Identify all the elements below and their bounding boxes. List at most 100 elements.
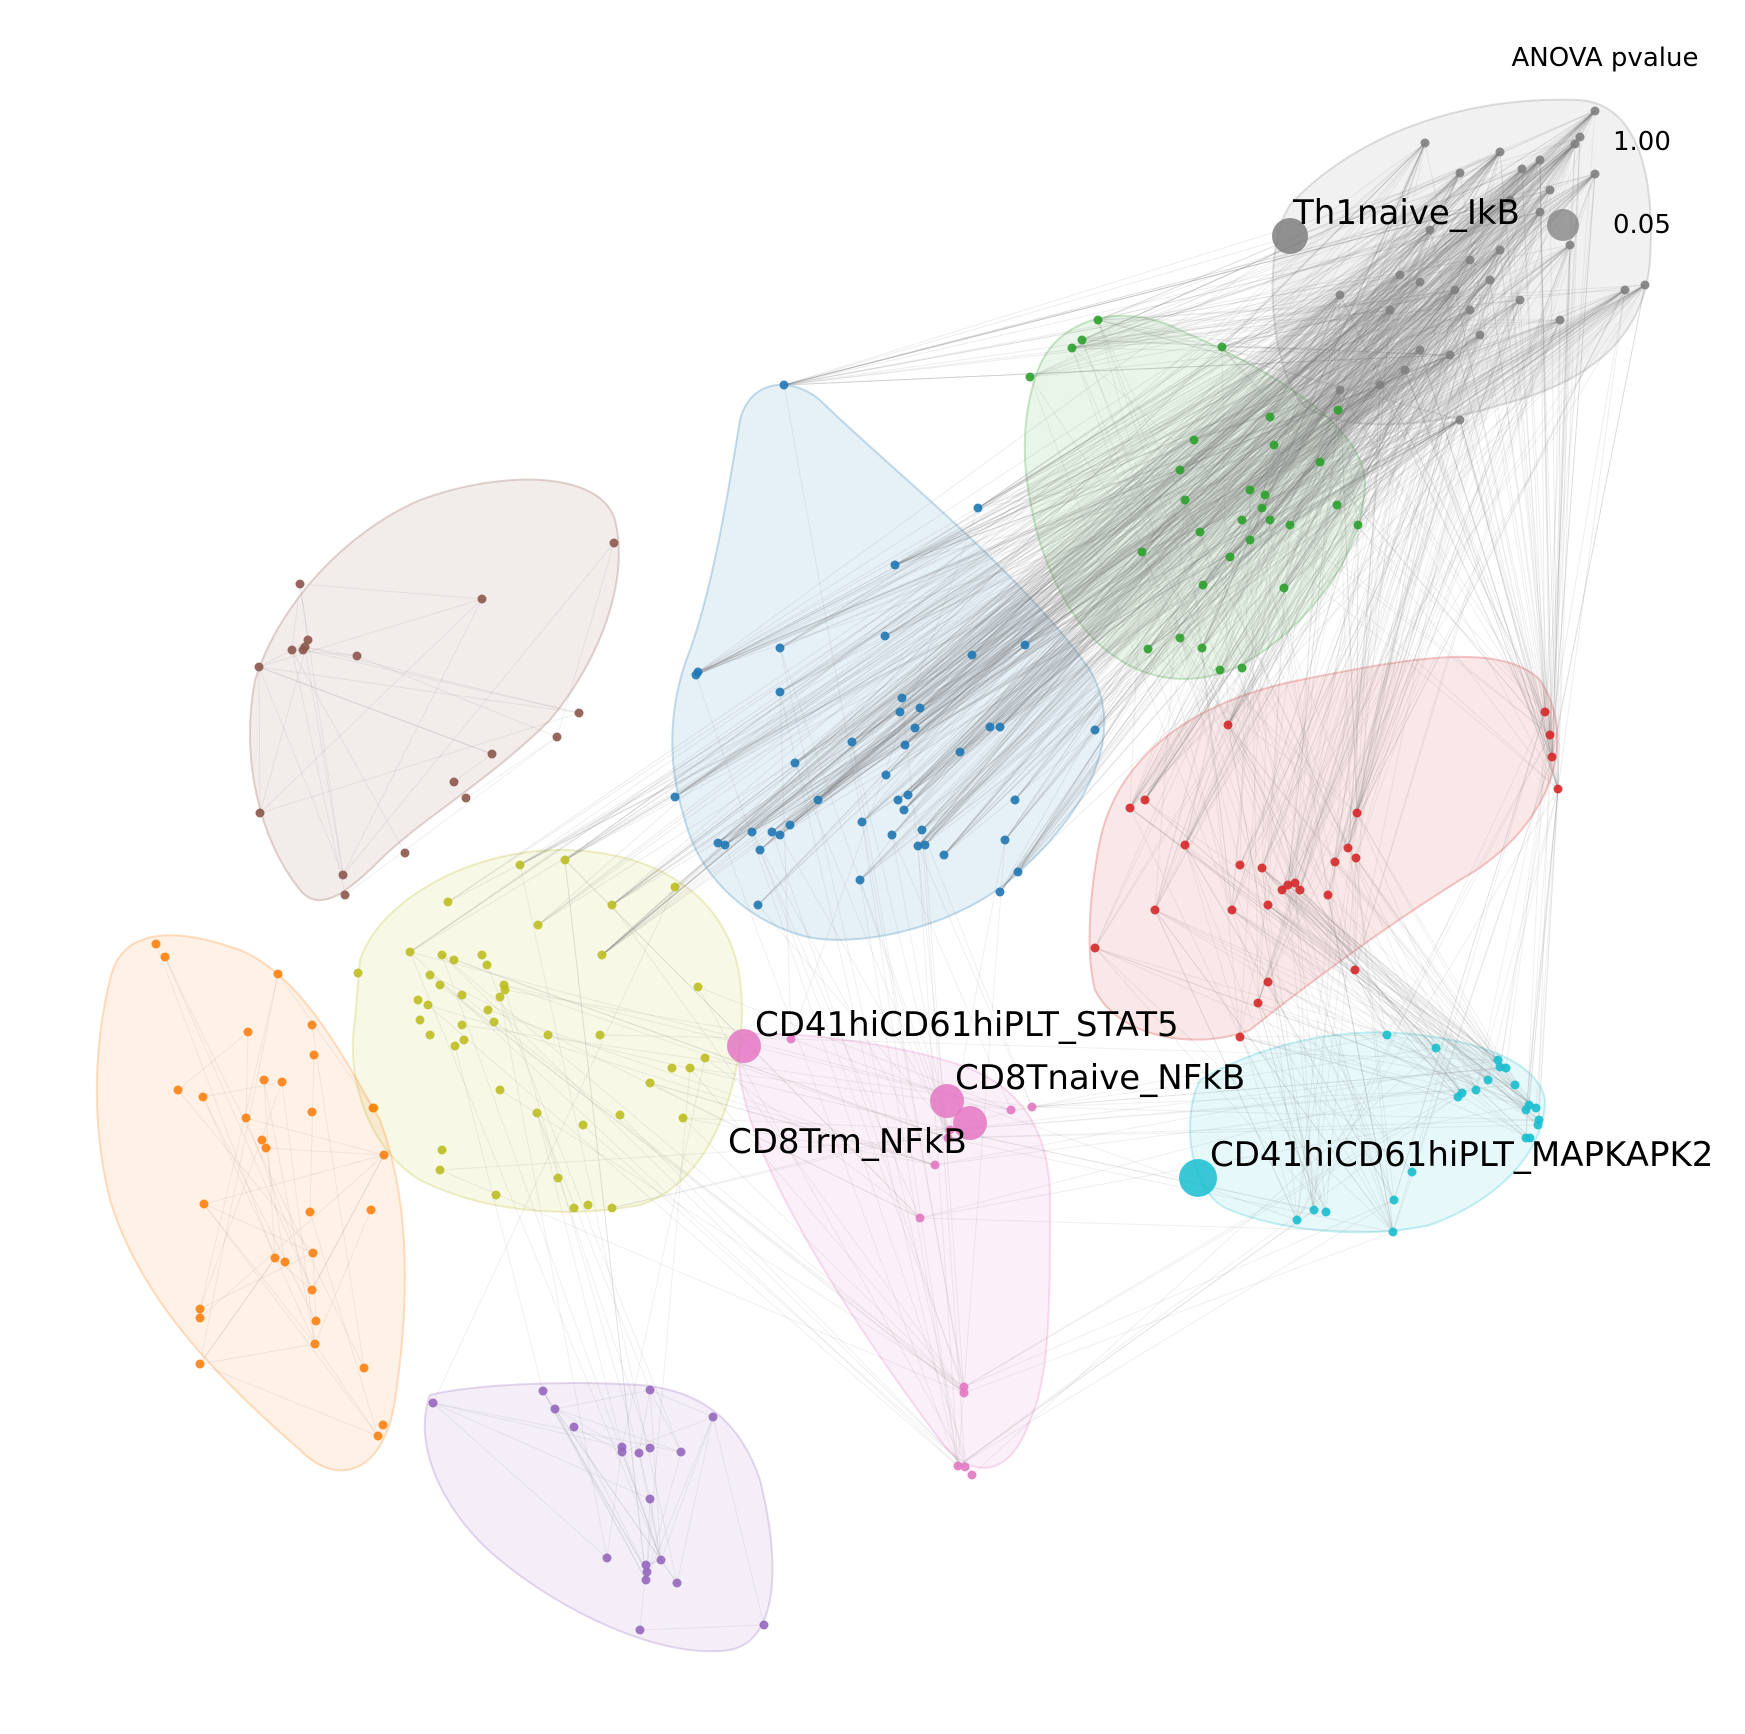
edge: [1229, 159, 1541, 558]
node-orange: [195, 1304, 205, 1314]
edge: [453, 959, 949, 1139]
edge: [1014, 309, 1391, 801]
edge: [1154, 667, 1243, 911]
edge: [949, 1129, 1315, 1211]
edge: [1459, 419, 1559, 790]
edge: [1144, 799, 1527, 1139]
edge: [1154, 289, 1456, 911]
edge: [199, 1363, 379, 1437]
edge: [258, 666, 493, 755]
edge: [1469, 259, 1553, 758]
edge: [695, 289, 1456, 676]
edge: [891, 284, 1646, 836]
edge: [1184, 844, 1395, 1201]
node-label: CD41hiCD61hiPLT_STAT5: [755, 1005, 1179, 1045]
edge: [861, 319, 1561, 823]
edge: [1144, 249, 1501, 801]
edge: [619, 1114, 966, 1468]
edge: [717, 136, 1581, 844]
edge: [779, 159, 1541, 836]
node-red: [1223, 720, 1233, 730]
edge: [1201, 110, 1596, 649]
node-cyan: [1309, 1205, 1319, 1215]
edge: [1201, 294, 1341, 649]
node-purple: [641, 1560, 651, 1570]
node-blue: [985, 722, 995, 732]
edge: [1024, 244, 1571, 646]
edge: [1147, 648, 1358, 814]
edge: [1294, 299, 1521, 884]
edge: [1327, 894, 1394, 1233]
edge: [1294, 882, 1489, 1081]
node-green: [1237, 663, 1247, 673]
edge: [1014, 211, 1541, 801]
edge: [1229, 556, 1356, 971]
edge: [1199, 309, 1471, 533]
edge: [1201, 289, 1456, 649]
edge: [1264, 199, 1511, 496]
edge: [1261, 867, 1516, 1086]
edge: [1269, 289, 1456, 521]
edge: [999, 199, 1511, 893]
edge: [1129, 807, 1540, 1121]
edge: [971, 1047, 1437, 1476]
node-gray: [1535, 207, 1545, 217]
edge: [1229, 349, 1421, 558]
edge: [1337, 274, 1401, 411]
edge: [1551, 136, 1581, 758]
edge: [921, 309, 1391, 831]
edge: [943, 159, 1541, 856]
node-olive: [500, 985, 510, 995]
edge: [621, 1446, 662, 1561]
edge: [999, 281, 1421, 728]
edge: [1257, 354, 1451, 1004]
edge: [1202, 168, 1523, 586]
edge: [1239, 864, 1531, 1139]
edge: [989, 334, 1481, 728]
edge: [582, 1124, 966, 1468]
edge: [1287, 369, 1406, 886]
edge: [1281, 889, 1395, 1201]
edge: [1239, 1036, 1459, 1098]
edge: [1339, 389, 1559, 790]
edge: [573, 1426, 623, 1453]
edge: [409, 951, 662, 1561]
edge: [949, 1066, 1501, 1131]
edge: [519, 289, 1456, 866]
edge: [432, 1402, 608, 1559]
node-orange: [259, 1075, 269, 1085]
edge: [1141, 294, 1341, 553]
edge: [851, 173, 1596, 743]
node-blue: [939, 850, 949, 860]
edge: [1221, 346, 1546, 713]
edge: [1231, 909, 1489, 1081]
node-olive: [578, 1120, 588, 1130]
node-gray: [1575, 132, 1585, 142]
edge: [1281, 284, 1646, 891]
node-red: [1235, 1032, 1245, 1042]
edge: [1356, 524, 1359, 814]
node-olive: [560, 855, 570, 865]
edge: [621, 1057, 706, 1448]
edge: [891, 229, 1431, 836]
edge: [1227, 309, 1391, 726]
legend-marker-small: [1547, 209, 1579, 241]
edge: [904, 289, 1626, 746]
edge: [1071, 347, 1296, 884]
edge: [263, 1079, 316, 1345]
edge: [649, 1389, 662, 1561]
node-red: [1323, 890, 1333, 900]
edge: [1227, 284, 1646, 726]
edge: [1339, 294, 1546, 713]
edge: [649, 1082, 921, 1219]
edge: [901, 334, 1481, 699]
node-blue: [893, 795, 903, 805]
node-blue: [767, 827, 777, 837]
hull-brown: [249, 478, 620, 902]
node-green: [1269, 440, 1279, 450]
edge: [919, 229, 1431, 709]
edge: [1184, 844, 1395, 1201]
node-orange: [195, 1313, 205, 1323]
edge: [1354, 173, 1596, 971]
edge: [817, 110, 1596, 801]
